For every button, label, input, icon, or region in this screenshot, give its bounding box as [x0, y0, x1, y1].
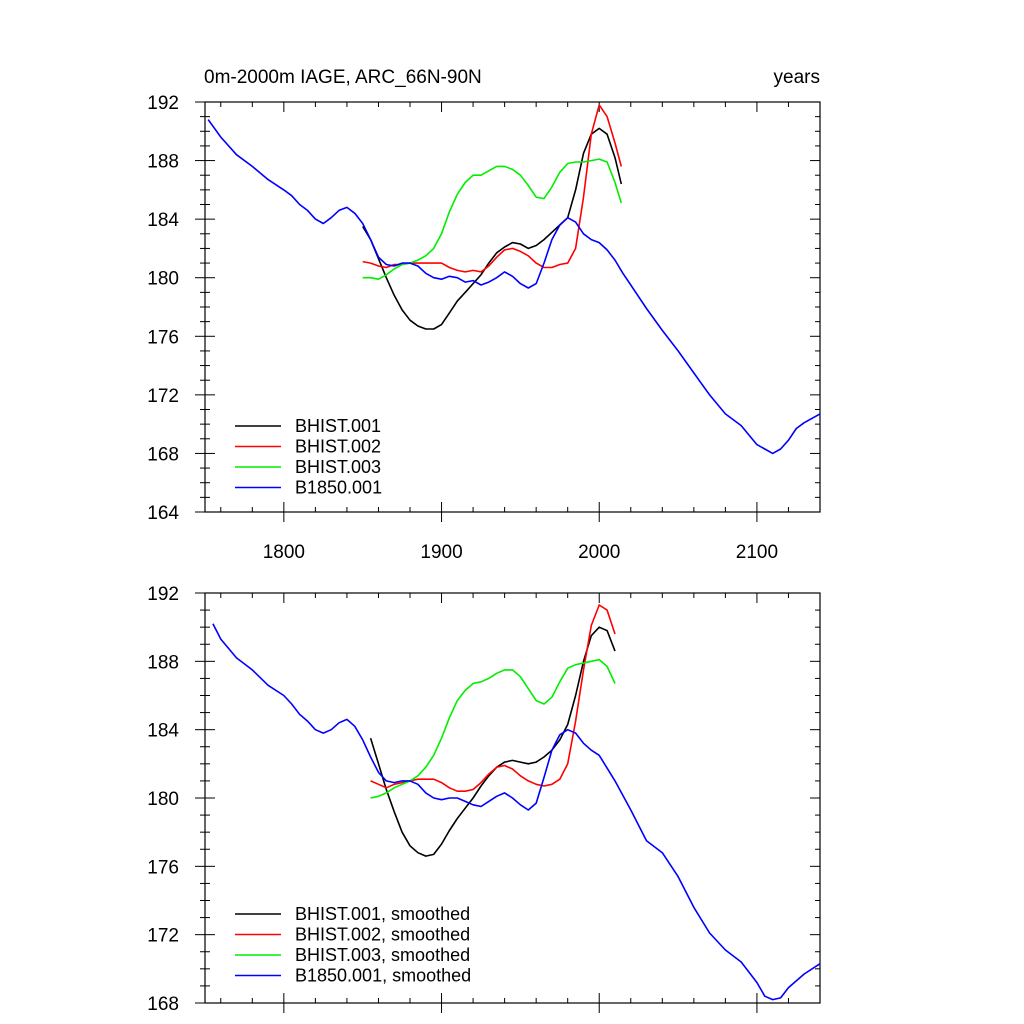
y-tick-label: 168 — [147, 994, 179, 1015]
legend-label-2: BHIST.002, smoothed — [295, 925, 470, 945]
series-line-4 — [207, 119, 821, 455]
y-tick-label: 164 — [147, 503, 179, 524]
figure-title: 0m-2000m IAGE, ARC_66N-90N — [204, 67, 482, 88]
series-line-1 — [369, 626, 616, 857]
y-tick-label: 176 — [147, 327, 179, 348]
y-tick-label: 188 — [147, 152, 179, 173]
series-line-3 — [370, 658, 616, 799]
y-tick-label: 184 — [147, 210, 179, 231]
legend-label-2: BHIST.002 — [295, 437, 381, 457]
y-tick-label: 180 — [147, 269, 179, 290]
y-tick-label: 192 — [147, 93, 179, 114]
y-tick-label: 172 — [147, 386, 179, 407]
legend-label-3: BHIST.003, smoothed — [295, 945, 470, 965]
y-tick-label: 180 — [147, 789, 179, 810]
legend-label-4: B1850.001, smoothed — [295, 966, 471, 986]
y-tick-label: 184 — [147, 721, 179, 742]
series-line-1 — [362, 127, 623, 330]
y-tick-label: 176 — [147, 857, 179, 878]
series-line-3 — [362, 158, 623, 281]
top-panel-chart: 164 168 172 176 180 184 188 192 1800 1900 2000 2100… — [147, 93, 821, 563]
units-label: years — [774, 67, 820, 88]
series-line-4 — [212, 623, 821, 1001]
legend-label-1: BHIST.001 — [295, 416, 381, 436]
y-tick-label: 192 — [147, 584, 179, 605]
bottom-panel-chart: 168 172 176 180 184 188 192 BHIST.001, smoothed… — [147, 584, 821, 1015]
series-line-2 — [362, 104, 623, 273]
y-tick-label: 188 — [147, 652, 179, 673]
legend-label-4: B1850.001 — [295, 478, 382, 498]
legend-label-3: BHIST.003 — [295, 457, 381, 477]
series-line-2 — [370, 604, 616, 793]
x-tick-label: 1800 — [263, 542, 305, 563]
x-tick-label: 1900 — [420, 542, 462, 563]
y-tick-label: 172 — [147, 926, 179, 947]
y-tick-label: 168 — [147, 444, 179, 465]
x-tick-label: 2000 — [578, 542, 620, 563]
x-tick-label: 2100 — [736, 542, 778, 563]
legend-label-1: BHIST.001, smoothed — [295, 904, 470, 924]
